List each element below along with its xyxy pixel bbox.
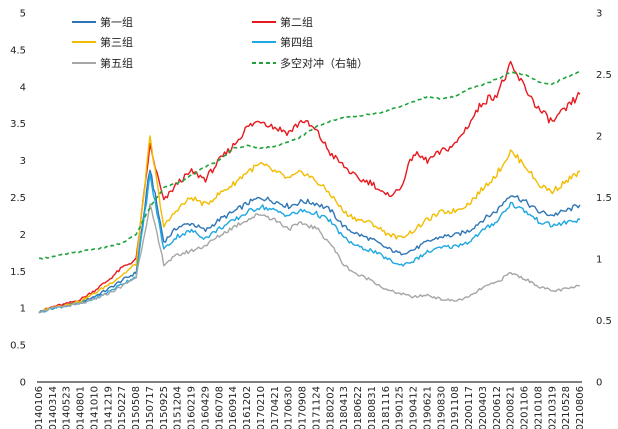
y-tick-label: 5 (20, 9, 26, 20)
legend-label: 第四组 (280, 35, 313, 49)
legend-label: 第三组 (100, 35, 133, 49)
y-tick-label: 4.5 (10, 45, 26, 56)
x-tick-label: 20210108 (533, 386, 544, 429)
y2-tick-label: 2 (596, 132, 602, 143)
y-tick-label: 3 (20, 156, 26, 167)
y-tick-label: 1.5 (10, 267, 26, 278)
x-tick-label: 20140106 (34, 386, 45, 429)
series-line (38, 71, 581, 260)
x-tick-label: 20190125 (395, 386, 406, 429)
x-tick-label: 20200117 (464, 386, 475, 429)
x-tick-label: 20150925 (159, 386, 170, 429)
y-tick-label: 0.5 (10, 341, 26, 352)
x-tick-label: 20181116 (381, 386, 392, 429)
x-tick-label: 20160429 (200, 386, 211, 429)
series-line (38, 169, 581, 314)
x-axis: 20140106 20140314 20140523 20140801 20141010… (34, 386, 586, 429)
y2-tick-label: 2.5 (596, 70, 612, 81)
series-line (38, 135, 581, 314)
series-lines (38, 60, 581, 314)
series-line (38, 60, 581, 314)
y2-tick-label: 0.5 (596, 316, 612, 327)
x-tick-label: 20210806 (575, 386, 586, 429)
x-tick-label: 20160914 (228, 386, 239, 429)
x-tick-label: 20191108 (450, 386, 461, 429)
x-tick-label: 20151204 (173, 386, 184, 429)
x-tick-label: 20141219 (103, 386, 114, 429)
series-line (38, 172, 581, 314)
x-tick-label: 20201106 (520, 386, 531, 429)
x-tick-label: 20160708 (214, 386, 225, 429)
x-tick-label: 20171124 (311, 386, 322, 429)
y-tick-label: 3.5 (10, 119, 26, 130)
x-tick-label: 20190412 (409, 386, 420, 429)
x-tick-label: 20150508 (131, 386, 142, 429)
x-tick-label: 20190830 (436, 386, 447, 429)
legend-label: 第五组 (100, 56, 133, 70)
x-tick-label: 20190621 (422, 386, 433, 429)
y-tick-label: 1 (20, 304, 26, 315)
legend-label: 多空对冲（右轴） (280, 56, 368, 70)
y-axis-left: 0 0.5 1 1.5 2 2.5 3 3.5 4 4.5 5 (10, 9, 26, 389)
x-tick-label: 20161202 (242, 386, 253, 429)
y-tick-label: 0 (20, 378, 26, 389)
x-tick-label: 20140314 (48, 386, 59, 429)
y2-tick-label: 3 (596, 9, 602, 20)
legend-label: 第二组 (280, 15, 313, 29)
x-tick-label: 20141010 (89, 386, 100, 429)
y2-tick-label: 1 (596, 255, 602, 266)
x-tick-label: 20180202 (325, 386, 336, 429)
x-tick-label: 20200821 (506, 386, 517, 429)
x-tick-label: 20150717 (145, 386, 156, 429)
y-tick-label: 2 (20, 230, 26, 241)
x-tick-label: 20180622 (353, 386, 364, 429)
x-tick-label: 20140801 (76, 386, 87, 429)
x-tick-label: 20180413 (339, 386, 350, 429)
x-tick-label: 20210319 (547, 386, 558, 429)
y2-tick-label: 0 (596, 378, 602, 389)
legend-label: 第一组 (100, 15, 133, 29)
x-tick-label: 20200612 (492, 386, 503, 429)
y-tick-label: 4 (20, 82, 26, 93)
y-tick-label: 2.5 (10, 193, 26, 204)
x-tick-label: 20150227 (117, 386, 128, 429)
x-tick-label: 20170908 (298, 386, 309, 429)
x-tick-label: 20170630 (284, 386, 295, 429)
x-tick-label: 20170210 (256, 386, 267, 429)
series-line (38, 203, 581, 314)
y-axis-right: 0 0.5 1 1.5 2 2.5 3 (596, 9, 612, 389)
x-tick-label: 20200403 (478, 386, 489, 429)
x-tick-label: 20160219 (187, 386, 198, 429)
y2-tick-label: 1.5 (596, 193, 612, 204)
x-tick-label: 20170421 (270, 386, 281, 429)
x-tick-label: 20210528 (561, 386, 572, 429)
x-tick-label: 20140523 (62, 386, 73, 429)
x-tick-label: 20180831 (367, 386, 378, 429)
